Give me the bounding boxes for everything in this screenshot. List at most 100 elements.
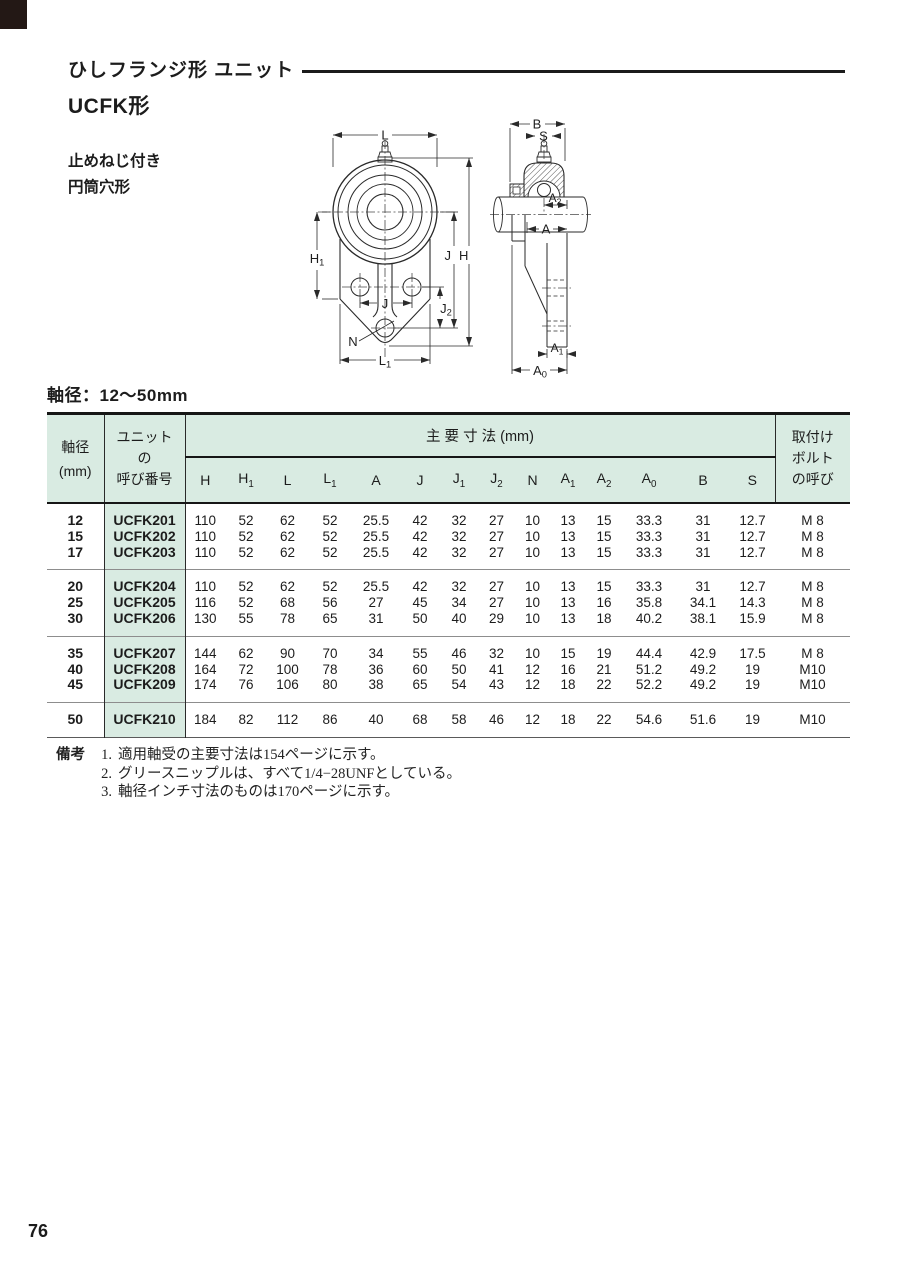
cell-dimension-value: 12.7 — [739, 528, 766, 544]
header-dim-A2: A2 — [586, 457, 622, 504]
header-dim-A: A — [352, 457, 400, 504]
cell-dimension-value: 35.8 — [635, 595, 663, 611]
cell-dimension-value: 54.6 — [635, 712, 663, 728]
cell-dimension-value: 41 — [488, 661, 505, 677]
cell-dimension-value: 33.3 — [635, 579, 663, 595]
table-row: 25 UCFK205 116 52 68 56 27 45 34 27 10 13 16 35.8 34.1… — [47, 594, 850, 611]
cell-unit-number: UCFK206 — [104, 610, 186, 637]
cell-dimension-value: 52 — [238, 579, 254, 595]
cell-dimension-value: 56 — [322, 595, 338, 611]
cell-dimension-value: 100 — [276, 661, 299, 677]
cell-dimension-value: 65 — [412, 677, 428, 693]
cell-unit-number: UCFK207 — [104, 636, 186, 662]
cell-dimension-value: 33.3 — [635, 513, 663, 528]
cell-dimension-value: 15.9 — [739, 610, 766, 626]
flange-side-outline — [511, 215, 568, 348]
table-row: 30 UCFK206 130 55 78 65 31 50 40 29 10 13 18 40.2 38.1… — [47, 610, 850, 637]
cell-dimension-value: 62 — [279, 513, 296, 528]
remarks-label: 備考 — [56, 747, 85, 763]
cell-dimension-value: 14.3 — [739, 595, 766, 611]
cell-dimension-value: 55 — [238, 610, 254, 626]
cell-dimension-value: 70 — [322, 645, 338, 661]
table-group-4: 50 UCFK210 184 82 112 86 40 68 58 46 12 18 22 54.6 51.… — [47, 702, 850, 738]
table-group-3: 35 UCFK207 144 62 90 70 34 55 46 32 10 15 19 44.4 42.9… — [47, 636, 850, 703]
bolt-hole-left — [350, 277, 370, 297]
table-group-1: 12 UCFK201 110 52 62 52 25.5 42 32 27 10 13 15 33.3 31… — [47, 503, 850, 570]
remark-item-1: 1. 適用軸受の主要寸法は154ページに示す。 — [90, 746, 461, 765]
header-dimension-symbols: H H1 L L1 A J J1 J2 N A1 A2 A0 B S — [47, 457, 850, 504]
header-dim-H1: H1 — [225, 457, 267, 504]
grease-nipple-icon — [377, 140, 393, 163]
cell-dimension-value: 90 — [279, 645, 296, 661]
dim-label-A: A — [542, 222, 551, 237]
cell-dimension-value: 34 — [451, 595, 467, 611]
cell-dimension-value: 52 — [238, 595, 254, 611]
dim-label-H1: H1 — [310, 251, 325, 268]
cell-dimension-value: 52.2 — [635, 677, 663, 693]
cell-dimension-value: 33.3 — [635, 544, 663, 560]
dim-label-B: B — [533, 117, 542, 132]
table-row: 20 UCFK204 110 52 62 52 25.5 42 32 27 10 13 15 33.3 31… — [47, 569, 850, 596]
cell-bolt-size: M 8 — [801, 544, 824, 560]
cell-dimension-value: 68 — [279, 595, 296, 611]
bearing-ball — [537, 183, 551, 197]
cell-dimension-value: 10 — [524, 579, 541, 595]
cell-dimension-value: 25.5 — [362, 579, 390, 595]
dim-label-L: L — [381, 128, 388, 143]
cell-bolt-size: M 8 — [801, 528, 824, 544]
cell-dimension-value: 49.2 — [689, 677, 717, 693]
cell-dimension-value: 27 — [488, 513, 505, 528]
table-row: 12 UCFK201 110 52 62 52 25.5 42 32 27 10 13 15 33.3 31… — [47, 503, 850, 529]
cell-dimension-value: 10 — [524, 610, 541, 626]
cell-dimension-value: 42 — [412, 513, 428, 528]
header-shaft-diameter: 軸径 (mm) — [47, 413, 105, 504]
cell-shaft-diameter: 45 — [47, 676, 105, 703]
cell-dimension-value: 22 — [596, 712, 612, 728]
cell-dimension-value: 15 — [596, 528, 612, 544]
cell-dimension-value: 164 — [193, 661, 217, 677]
cell-bolt-size: M 8 — [801, 579, 824, 595]
cell-dimension-value: 52 — [322, 513, 338, 528]
cell-dimension-value: 50 — [451, 661, 467, 677]
cell-dimension-value: 40 — [451, 610, 467, 626]
cell-dimension-value: 17.5 — [739, 645, 766, 661]
cell-dimension-value: 32 — [451, 528, 467, 544]
header-main-dimensions: 主 要 寸 法 (mm) — [185, 413, 776, 458]
cell-dimension-value: 32 — [488, 645, 505, 661]
cell-dimension-value: 27 — [488, 528, 505, 544]
remark-number: 1. — [101, 747, 112, 763]
remark-number: 2. — [101, 765, 112, 782]
cell-dimension-value: 21 — [596, 661, 612, 677]
cell-dimension-value: 12 — [524, 677, 541, 693]
cell-dimension-value: 78 — [279, 610, 296, 626]
cell-dimension-value: 12.7 — [739, 544, 766, 560]
cell-dimension-value: 76 — [238, 677, 254, 693]
dim-label-N: N — [348, 334, 357, 349]
cell-dimension-value: 144 — [193, 645, 217, 661]
cell-unit-number: UCFK209 — [104, 676, 186, 703]
table-row: 15 UCFK202 110 52 62 52 25.5 42 32 27 10 13 15 33.3 31… — [47, 528, 850, 545]
cell-dimension-value: 25.5 — [362, 528, 390, 544]
cell-dimension-value: 46 — [451, 645, 467, 661]
cell-dimension-value: 110 — [194, 579, 217, 595]
cell-dimension-value: 19 — [744, 712, 761, 728]
shaft-diameter-range: 軸径：12～50mm — [47, 386, 189, 405]
cell-dimension-value: 27 — [488, 579, 505, 595]
cell-dimension-value: 43 — [488, 677, 505, 693]
cell-shaft-diameter: 40 — [47, 661, 105, 678]
variant-description: 止めねじ付き 円筒穴形 — [68, 149, 161, 201]
cell-dimension-value: 13 — [560, 610, 576, 626]
cell-bolt-size: M 8 — [801, 513, 824, 528]
header-dim-A0: A0 — [622, 457, 676, 504]
cell-dimension-value: 13 — [560, 579, 576, 595]
remark-number: 3. — [101, 784, 112, 800]
cell-dimension-value: 13 — [560, 528, 576, 544]
cell-unit-number: UCFK208 — [104, 661, 186, 678]
cell-dimension-value: 116 — [194, 595, 217, 611]
cell-dimension-value: 33.3 — [635, 528, 663, 544]
cell-dimension-value: 19 — [596, 645, 612, 661]
cell-dimension-value: 58 — [451, 712, 467, 728]
header-dim-B: B — [676, 457, 730, 504]
flange-body-outline — [339, 239, 431, 344]
cell-dimension-value: 18 — [596, 610, 612, 626]
